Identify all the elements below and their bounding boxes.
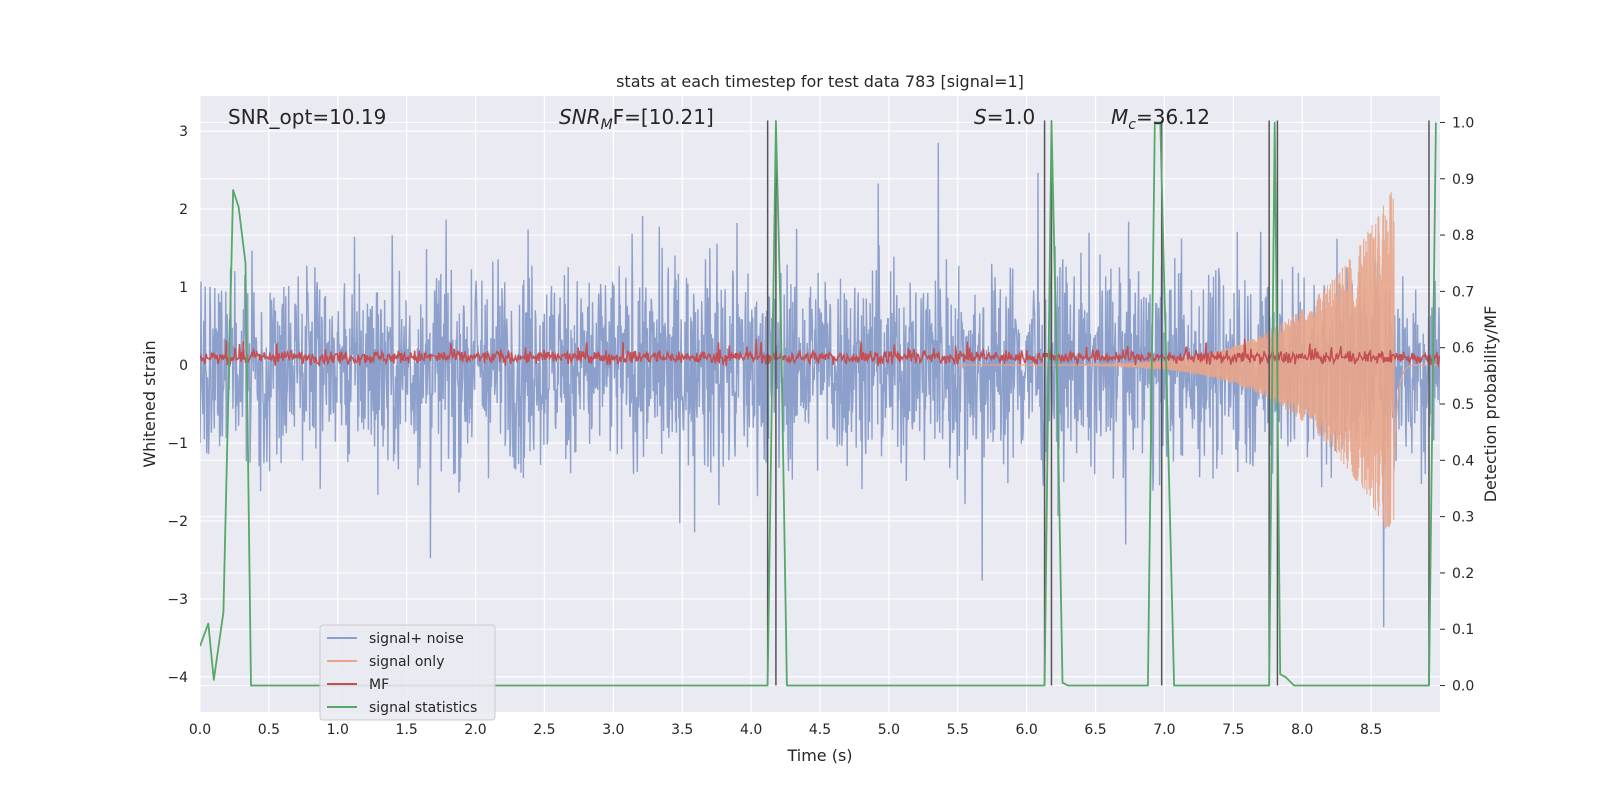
snr-opt-annotation: SNR_opt=10.19 [228, 105, 386, 129]
y2-axis-label: Detection probability/MF [1481, 306, 1500, 503]
x-tick-label: 8.5 [1360, 722, 1382, 738]
mc-sub: c [1128, 117, 1136, 133]
y-tick-label: −2 [167, 514, 188, 530]
legend-label-signal-only: signal only [369, 654, 444, 670]
y2-tick-label: 0.6 [1452, 341, 1474, 357]
x-tick-label: 6.5 [1084, 722, 1106, 738]
y2-tick-label: 0.5 [1452, 397, 1474, 413]
y2-tick-label: 0.7 [1452, 284, 1474, 300]
x-tick-label: 1.0 [327, 722, 349, 738]
mc-annotation: Mc=36.12 [1111, 105, 1210, 133]
legend-label-signal-statistics: signal statistics [369, 700, 477, 716]
x-tick-label: 2.5 [533, 722, 555, 738]
x-tick-label: 4.5 [809, 722, 831, 738]
y-tick-label: 3 [179, 124, 188, 140]
signal-noise-line [200, 142, 1440, 628]
y-tick-label: −1 [167, 436, 188, 452]
y2-tick-label: 0.1 [1452, 622, 1474, 638]
y-tick-label: 2 [179, 202, 188, 218]
x-tick-label: 8.0 [1291, 722, 1313, 738]
y2-tick-label: 0.3 [1452, 510, 1474, 526]
x-tick-label: 7.5 [1222, 722, 1244, 738]
mf-series [200, 338, 1440, 368]
x-tick-label: 6.0 [1016, 722, 1038, 738]
x-tick-label: 0.0 [189, 722, 211, 738]
mc-rest: =36.12 [1136, 105, 1210, 129]
y-tick-label: 1 [179, 280, 188, 296]
x-tick-label: 1.5 [396, 722, 418, 738]
y2-tick-label: 0.4 [1452, 453, 1474, 469]
legend-box [319, 624, 496, 721]
signal-statistics-series [200, 121, 1437, 687]
signal-statistics-line [200, 121, 1437, 687]
y2-tick-label: 0.9 [1452, 172, 1474, 188]
x-tick-label: 3.0 [602, 722, 624, 738]
x-tick-label: 5.5 [947, 722, 969, 738]
signal-noise-series [200, 142, 1440, 628]
x-tick-label: 4.0 [740, 722, 762, 738]
s-main: S [974, 105, 987, 129]
x-tick-label: 0.5 [258, 722, 280, 738]
y2-tick-label: 0.0 [1452, 679, 1474, 695]
x-tick-label: 7.0 [1153, 722, 1175, 738]
chart-title: stats at each timestep for test data 783… [616, 72, 1024, 91]
y-axis-label: Whitened strain [140, 340, 159, 467]
snr-mf-rest: F=[10.21] [613, 105, 714, 129]
y-tick-label: −4 [167, 670, 188, 686]
y2-tick-label: 1.0 [1452, 115, 1474, 131]
y-tick-label: −3 [167, 592, 188, 608]
legend-label-mf: MF [369, 677, 389, 693]
y-tick-label: 0 [179, 358, 188, 374]
signal-only-series [957, 192, 1440, 529]
y2-tick-label: 0.2 [1452, 566, 1474, 582]
x-axis-ticks: 0.0 0.5 1.0 1.5 2.0 2.5 3.0 3.5 4.0 4.5 5.0 5.5 6.0 6… [189, 722, 1382, 738]
s-rest: =1.0 [987, 105, 1036, 129]
y2-axis-ticks: 1.0 0.9 0.8 0.7 0.6 0.5 0.4 0.3 0.2 0.1 0.0 [1440, 115, 1474, 695]
legend-label-signal-noise: signal+ noise [369, 631, 464, 647]
mf-line [200, 338, 1440, 368]
y2-tick-label: 0.8 [1452, 228, 1474, 244]
legend: signal+ noise signal only MF signal stat… [319, 624, 496, 721]
x-tick-label: 3.5 [671, 722, 693, 738]
snr-mf-main: SNR [559, 105, 601, 129]
x-tick-label: 2.0 [464, 722, 486, 738]
snr-mf-sub: M [601, 117, 613, 133]
s-annotation: S=1.0 [974, 105, 1035, 129]
y-axis-ticks: 3 2 1 0 −1 −2 −3 −4 [167, 124, 188, 686]
signal-only-line [957, 192, 1440, 529]
mc-main: M [1111, 105, 1128, 129]
x-axis-label: Time (s) [786, 746, 852, 765]
x-tick-label: 5.0 [878, 722, 900, 738]
snr-mf-annotation: SNRMF=[10.21] [559, 105, 714, 133]
